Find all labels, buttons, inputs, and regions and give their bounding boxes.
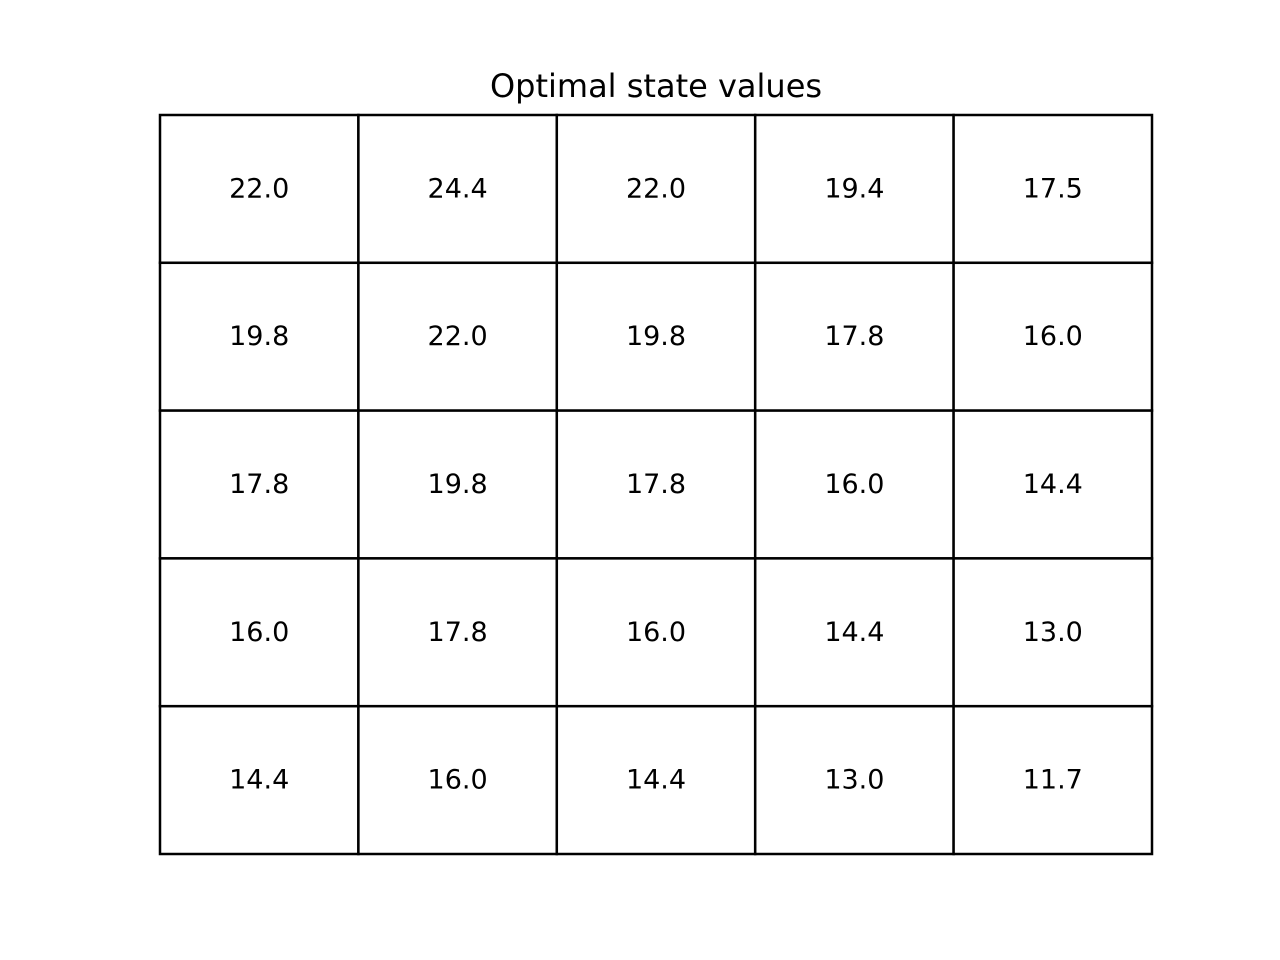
cell-value: 19.8: [428, 469, 488, 500]
table-cell: [952, 704, 1154, 856]
cell-value: 14.4: [824, 617, 884, 648]
table-cell: [357, 409, 559, 560]
cell-value: 16.0: [229, 617, 289, 648]
cell-value: 19.4: [824, 173, 884, 204]
table-cell: [555, 113, 757, 265]
table-cell: [357, 704, 559, 856]
cell-value: 17.8: [428, 617, 488, 648]
table-cell: [952, 557, 1154, 708]
cell-value: 13.0: [824, 765, 884, 796]
table-cell: [555, 557, 757, 708]
table-cell: [555, 704, 757, 856]
table-cell: [753, 704, 955, 856]
cell-value: 22.0: [626, 173, 686, 204]
table-cell: [555, 409, 757, 560]
cell-value: 22.0: [428, 321, 488, 352]
table-cell: [158, 113, 360, 265]
cell-value: 14.4: [229, 765, 289, 796]
cell-value: 14.4: [1023, 469, 1083, 500]
cell-value: 16.0: [824, 469, 884, 500]
table-cell: [952, 261, 1154, 412]
table-cell: [753, 261, 955, 412]
table-cell: [952, 409, 1154, 560]
cell-value: 13.0: [1023, 617, 1083, 648]
cell-value: 17.5: [1023, 173, 1083, 204]
table-cell: [555, 261, 757, 412]
cell-value: 22.0: [229, 173, 289, 204]
cell-value: 11.7: [1023, 765, 1083, 796]
table-cell: [158, 557, 360, 708]
cell-value: 19.8: [229, 321, 289, 352]
table-cell: [753, 409, 955, 560]
cell-value: 14.4: [626, 765, 686, 796]
cell-value: 16.0: [626, 617, 686, 648]
cell-value: 16.0: [1023, 321, 1083, 352]
cell-value: 19.8: [626, 321, 686, 352]
table-cell: [357, 557, 559, 708]
table-cell: [357, 113, 559, 265]
table-cell: [158, 704, 360, 856]
table-cell: [753, 557, 955, 708]
table-cell: [357, 261, 559, 412]
cell-value: 17.8: [824, 321, 884, 352]
cell-value: 17.8: [229, 469, 289, 500]
cell-value: 17.8: [626, 469, 686, 500]
cell-value: 24.4: [428, 173, 488, 204]
chart-title: Optimal state values: [489, 67, 823, 105]
cell-value: 16.0: [428, 765, 488, 796]
